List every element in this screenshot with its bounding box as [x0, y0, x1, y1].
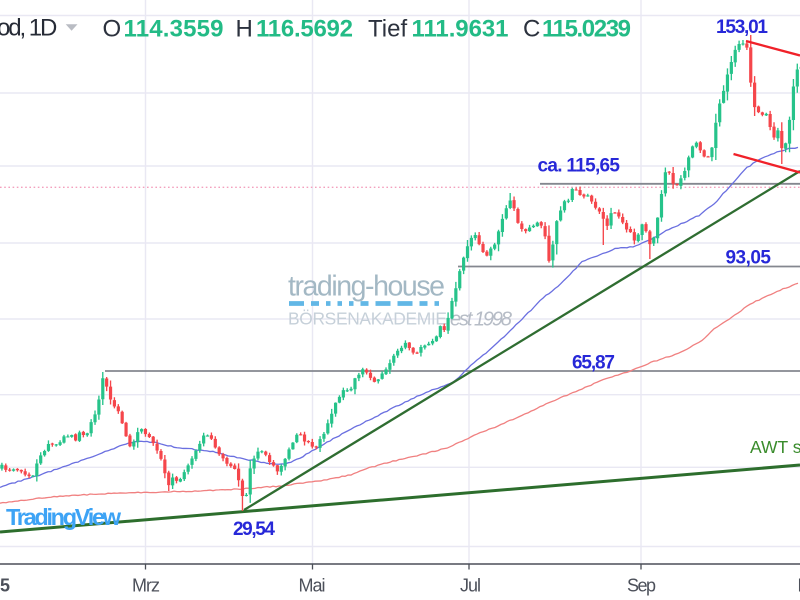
svg-text:Jul: Jul: [460, 576, 481, 596]
svg-text:est 1998: est 1998: [450, 309, 512, 331]
svg-text:Nov: Nov: [798, 576, 800, 596]
svg-text:5: 5: [0, 576, 10, 596]
svg-text:115.0239: 115.0239: [542, 16, 631, 43]
svg-text:C: C: [523, 16, 540, 43]
svg-text:Sep: Sep: [627, 576, 656, 596]
svg-text:Mrz: Mrz: [132, 576, 160, 596]
svg-text:trading-house: trading-house: [288, 271, 445, 303]
svg-text:116.5692: 116.5692: [256, 16, 353, 43]
svg-text:29,54: 29,54: [233, 519, 275, 540]
svg-text:Mai: Mai: [299, 576, 326, 596]
svg-text:H: H: [236, 16, 253, 43]
svg-text:111.9631: 111.9631: [412, 16, 509, 43]
svg-text:ca. 115,65: ca. 115,65: [538, 156, 621, 177]
svg-text:AWT sorgt: AWT sorgt: [750, 437, 800, 457]
svg-text:114.3559: 114.3559: [124, 16, 224, 43]
svg-text:BÖRSENAKADEMIE: BÖRSENAKADEMIE: [288, 309, 447, 329]
svg-text:93,05: 93,05: [726, 248, 772, 269]
svg-text:od, 1D: od, 1D: [0, 14, 57, 41]
svg-text:TradingView: TradingView: [6, 504, 122, 530]
svg-text:65,87: 65,87: [572, 353, 615, 374]
svg-text:O: O: [103, 16, 122, 43]
svg-text:Tief: Tief: [368, 16, 407, 43]
svg-text:153,01: 153,01: [716, 17, 768, 38]
